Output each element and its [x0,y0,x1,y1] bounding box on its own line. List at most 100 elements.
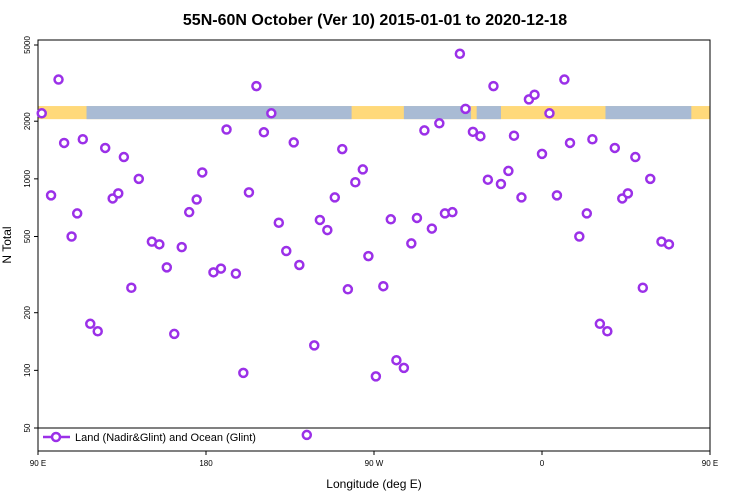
x-tick-label: 0 [540,459,545,468]
data-point [126,282,137,293]
data-point [92,326,103,337]
data-point [329,192,341,203]
data-point [251,80,262,92]
data-point [447,206,458,218]
ocean-band-2 [476,106,501,120]
data-point [637,282,649,293]
data-point [294,259,305,271]
data-point [258,127,270,138]
data-point [630,151,641,163]
data-point [215,263,227,274]
y-axis-label: N Total [0,226,14,263]
data-point [482,174,494,185]
data-point [154,239,165,250]
plot-frame [37,39,711,452]
y-axis: 50 100 200 500 1000 2000 5000 [23,36,38,432]
data-point [574,231,585,242]
data-point [495,178,507,190]
data-point [370,371,382,382]
data-point [243,187,255,198]
data-point [516,192,527,203]
data-point [301,429,313,441]
x-axis: 90 E 180 90 W 0 90 E [30,451,718,468]
data-point [161,262,173,273]
data-point [411,212,423,224]
data-point [176,241,187,253]
y-tick-label: 50 [23,423,32,432]
legend-marker [50,431,62,443]
data-point [77,133,89,145]
data-point [113,188,124,199]
y-tick-label: 2000 [23,112,32,130]
x-tick-label: 90 E [702,459,718,468]
legend-label: Land (Nadir&Glint) and Ocean (Glint) [75,432,256,444]
data-point [183,206,195,218]
x-tick-label: 90 W [365,459,384,468]
data-point [53,74,64,85]
data-point [309,340,320,351]
data-point [391,354,402,366]
data-point [85,318,96,330]
ocean-band-0 [86,106,352,120]
data-point [197,167,208,178]
data-point [508,130,520,141]
data-point [314,214,326,226]
data-point [71,208,83,219]
data-point [622,188,634,199]
data-point [475,130,486,142]
data-point [273,217,285,228]
x-axis-label: Longitude (deg E) [326,477,421,491]
data-point [602,326,613,337]
data-point [467,126,479,138]
data-points [36,48,675,441]
data-point [645,173,656,185]
data-point [434,118,445,129]
data-point [133,173,145,185]
data-point [230,268,242,279]
data-point [118,151,130,163]
data-point [536,148,548,160]
land-ocean-band [38,106,710,120]
data-point [587,133,598,145]
data-point [169,328,180,340]
y-tick-label: 200 [23,305,32,319]
data-point [488,80,499,92]
ocean-band-1 [403,106,472,120]
data-point [337,143,348,155]
data-point [551,190,563,201]
data-point [406,238,417,249]
ocean-band-3 [605,106,692,120]
x-tick-label: 90 E [30,459,46,468]
data-point [385,214,397,225]
legend: Land (Nadir&Glint) and Ocean (Glint) [43,431,256,444]
data-point [503,165,514,177]
data-point [454,48,466,60]
data-point [342,284,354,295]
data-point [460,103,471,115]
data-point [529,89,540,100]
y-tick-label: 1000 [23,169,32,187]
data-point [36,108,47,119]
chart-title: 55N-60N October (Ver 10) 2015-01-01 to 2… [183,12,567,29]
x-tick-label: 180 [199,459,213,468]
data-point [238,367,249,379]
data-point [66,231,77,242]
data-point [594,318,606,330]
data-point [609,142,621,154]
data-point [221,124,232,135]
data-point [350,176,361,188]
data-point [45,190,57,201]
data-point [559,74,570,85]
data-point [544,108,555,119]
data-point [419,125,430,136]
data-point [564,137,576,149]
data-point [281,245,292,257]
data-point [378,280,389,292]
data-point [398,362,410,374]
data-point [426,223,438,234]
data-point [99,142,111,154]
data-point [322,224,333,236]
data-point [191,194,202,205]
data-point [288,137,299,148]
